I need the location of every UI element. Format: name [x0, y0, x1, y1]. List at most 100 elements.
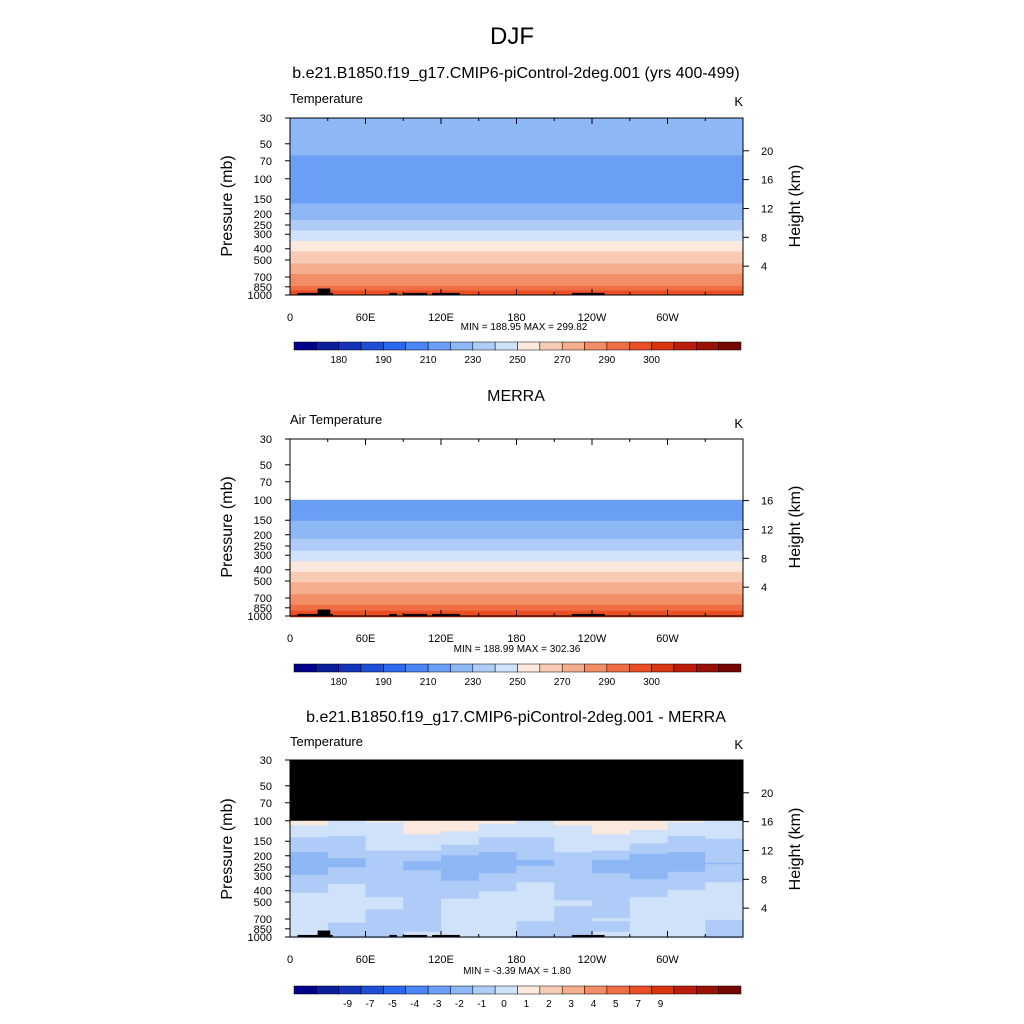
contour-band — [441, 925, 480, 928]
contour-band — [441, 903, 480, 906]
contour-band — [516, 832, 555, 835]
contour-band — [516, 834, 555, 837]
contour-band — [667, 916, 706, 919]
contour-band — [554, 901, 593, 904]
contour-band — [290, 579, 744, 582]
contour-band — [290, 251, 744, 254]
contour-band — [667, 825, 706, 828]
contour-band — [441, 879, 480, 882]
contour-band — [290, 172, 744, 174]
contour-band — [516, 876, 555, 879]
contour-band — [290, 927, 329, 930]
contour-band — [667, 870, 706, 873]
contour-band — [705, 885, 744, 888]
x-tick-label: 180 — [507, 954, 525, 966]
contour-band — [441, 850, 480, 853]
contour-band — [327, 831, 366, 834]
y-tick-label: 700 — [254, 272, 272, 284]
contour-band — [629, 855, 668, 858]
colorbar-label: 0 — [501, 999, 507, 1010]
contour-band — [290, 912, 329, 915]
contour-band — [705, 900, 744, 903]
contour-band — [327, 870, 366, 873]
colorbar-label: 7 — [635, 999, 641, 1010]
contour-band — [403, 883, 442, 886]
terrain-block — [432, 613, 460, 616]
contour-band — [365, 861, 404, 864]
colorbar-swatch — [360, 341, 384, 351]
colorbar-swatch — [472, 985, 496, 995]
contour-band — [478, 913, 517, 916]
contour-band — [290, 846, 329, 849]
x-tick-label: 0 — [287, 633, 293, 645]
contour-band — [516, 841, 555, 844]
contour-band — [441, 852, 480, 855]
contour-band — [441, 847, 480, 850]
contour-band — [290, 157, 744, 159]
contour-band — [554, 849, 593, 852]
contour-band — [290, 519, 744, 522]
contour-band — [403, 924, 442, 927]
contour-band — [290, 238, 744, 240]
contour-band — [290, 930, 329, 933]
contour-band — [667, 853, 706, 856]
colorbar-swatch — [293, 341, 317, 351]
contour-band — [592, 934, 631, 937]
contour-band — [478, 844, 517, 847]
contour-band — [290, 916, 329, 919]
contour-band — [667, 841, 706, 844]
contour-band — [516, 933, 555, 936]
contour-band — [290, 900, 329, 903]
contour-band — [592, 868, 631, 871]
contour-band — [290, 901, 329, 904]
contour-band — [478, 922, 517, 925]
contour-band — [290, 505, 744, 508]
contour-band — [441, 832, 480, 835]
contour-band — [516, 903, 555, 906]
contour-band — [441, 912, 480, 915]
contour-band — [403, 876, 442, 879]
height-tick-label: 20 — [761, 788, 773, 800]
contour-band — [667, 832, 706, 835]
panel-1-units-label: K — [734, 94, 743, 109]
contour-band — [365, 844, 404, 847]
contour-band — [403, 861, 442, 864]
contour-band — [554, 906, 593, 909]
figure-title: DJF — [490, 23, 534, 50]
contour-band — [327, 897, 366, 900]
contour-band — [478, 849, 517, 852]
contour-band — [290, 903, 329, 906]
contour-band — [705, 906, 744, 909]
contour-band — [629, 864, 668, 867]
contour-band — [403, 858, 442, 861]
contour-band — [554, 892, 593, 895]
colorbar-swatch — [517, 341, 541, 351]
contour-band — [365, 841, 404, 844]
terrain-block — [389, 292, 397, 295]
contour-band — [629, 858, 668, 861]
contour-band — [403, 880, 442, 883]
contour-band — [629, 853, 668, 856]
colorbar-swatch — [561, 341, 585, 351]
contour-band — [290, 152, 744, 155]
contour-band — [667, 903, 706, 906]
contour-band — [592, 855, 631, 858]
contour-band — [290, 844, 329, 847]
contour-band — [592, 862, 631, 865]
contour-band — [516, 919, 555, 922]
y-tick-label: 1000 — [248, 932, 272, 944]
contour-band — [403, 889, 442, 892]
contour-band — [629, 931, 668, 934]
contour-band — [629, 834, 668, 837]
contour-band — [478, 826, 517, 829]
contour-band — [592, 889, 631, 892]
contour-band — [705, 927, 744, 930]
contour-band — [441, 894, 480, 897]
contour-band — [705, 856, 744, 859]
contour-band — [327, 931, 366, 934]
contour-band — [290, 558, 744, 561]
contour-band — [592, 901, 631, 904]
terrain-block — [432, 292, 460, 295]
panel-2-ylabel: Pressure (mb) — [219, 476, 236, 577]
